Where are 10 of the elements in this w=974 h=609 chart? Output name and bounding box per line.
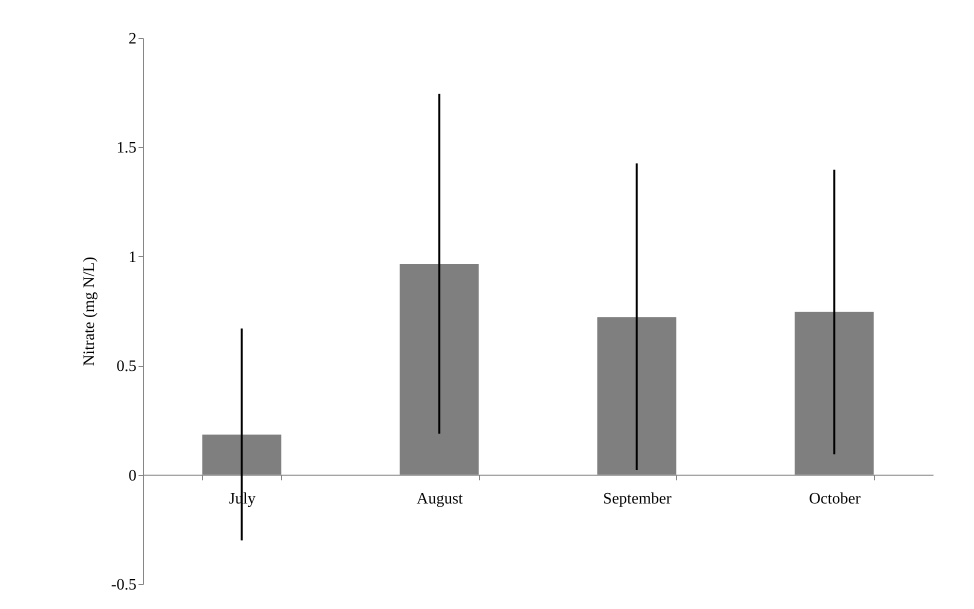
y-tick-label: 1 (128, 248, 136, 266)
y-tick-label: 0 (128, 467, 136, 484)
x-tick-label: August (416, 490, 464, 508)
y-tick-label: 2 (128, 30, 136, 48)
x-tick-label: October (808, 490, 862, 508)
y-axis-title: Nitrate (mg N/L) (81, 256, 98, 366)
y-tick-label: -0.5 (111, 576, 136, 594)
y-tick-label: 1.5 (116, 140, 136, 157)
x-tick-label: September (603, 490, 672, 508)
y-tick-label: 0.5 (116, 358, 136, 376)
